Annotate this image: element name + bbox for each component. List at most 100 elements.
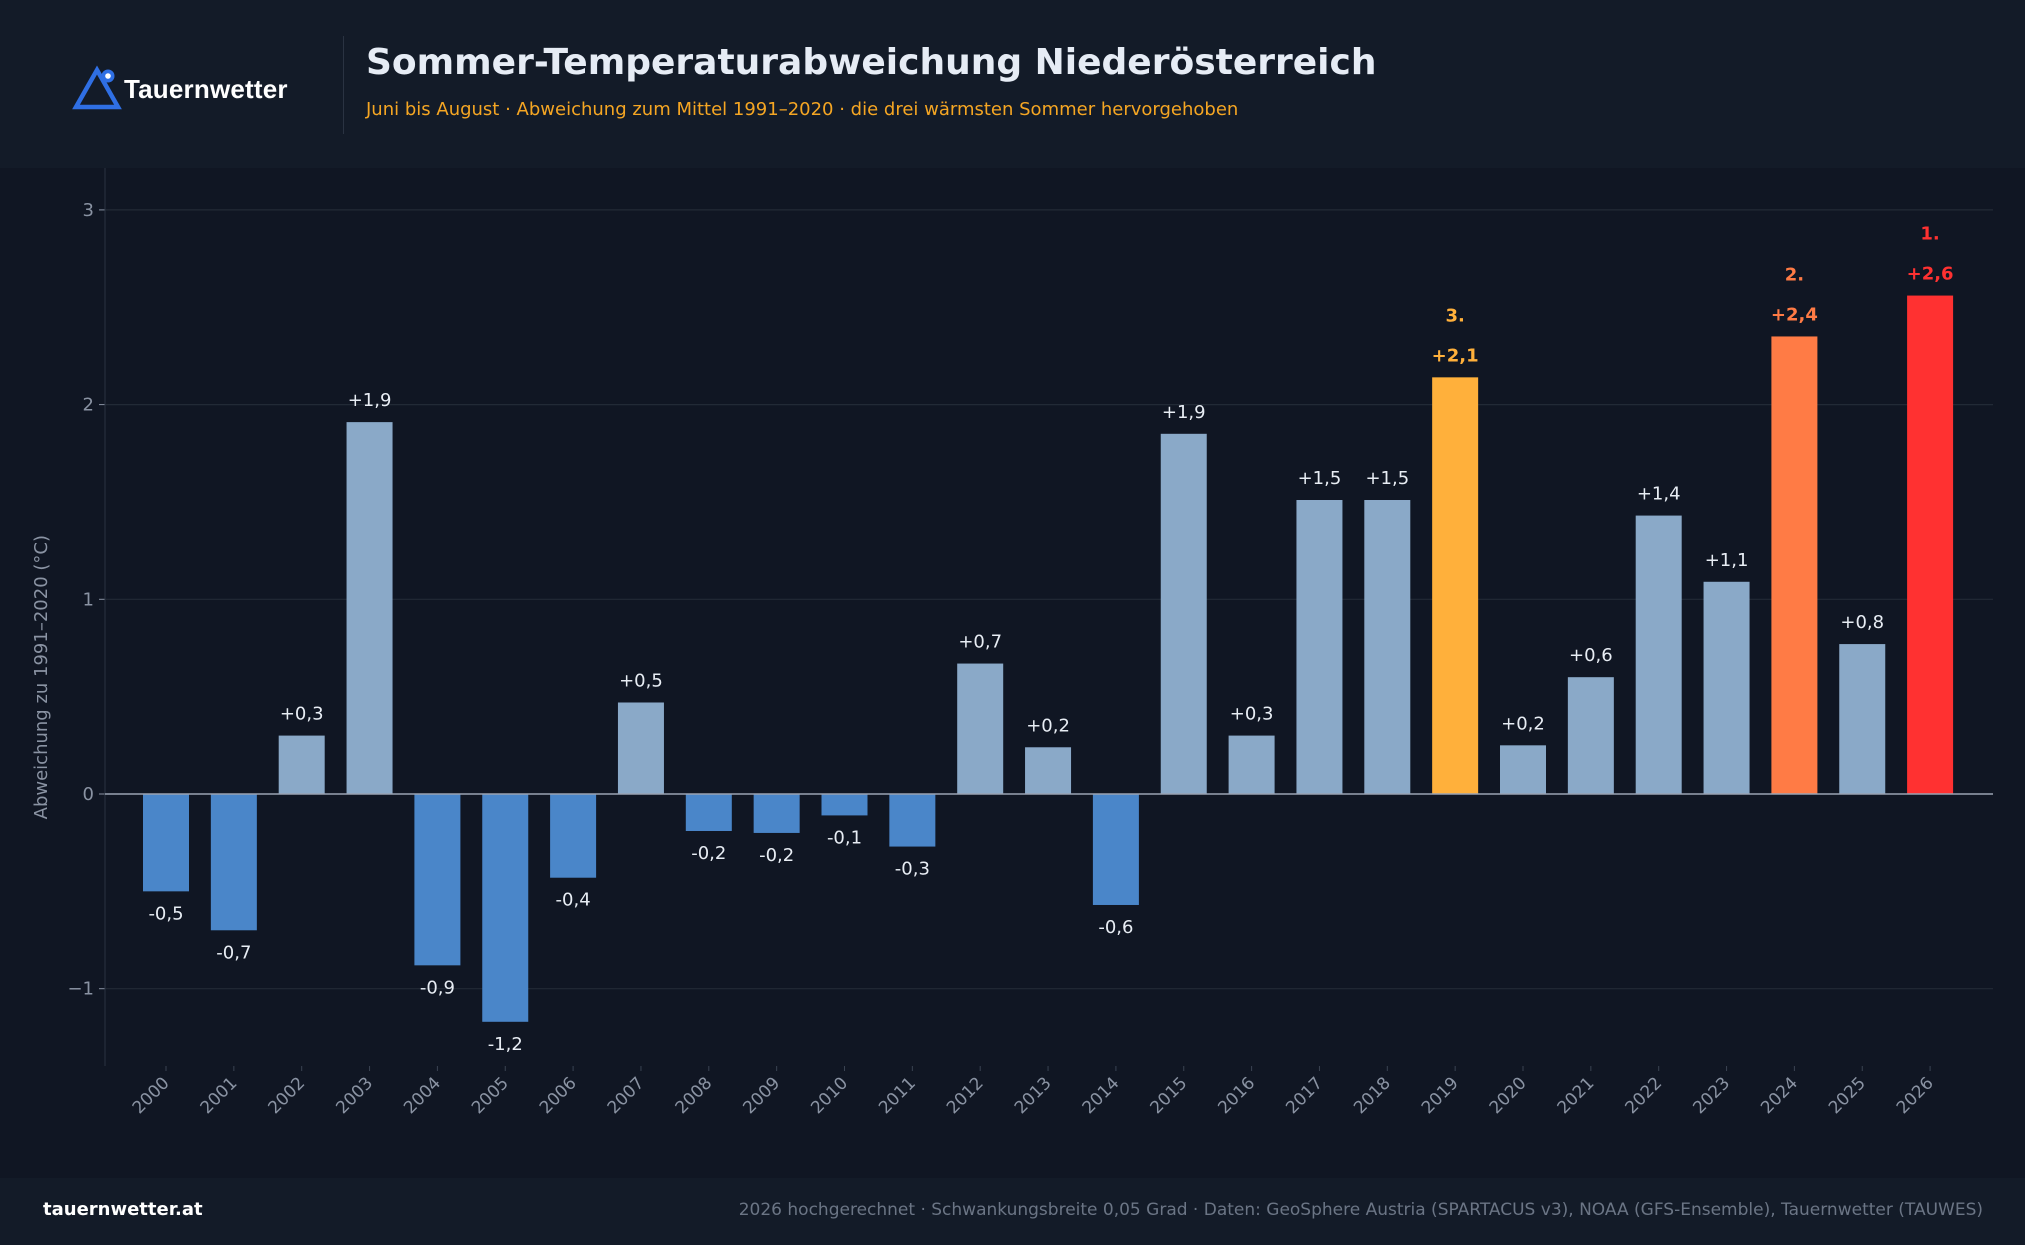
value-label-2005: -1,2 (488, 1034, 523, 1055)
header-divider (343, 36, 344, 134)
x-tick-label-2020: 2020 (1486, 1073, 1531, 1118)
y-tick-label: 3 (83, 200, 94, 221)
bar-2003 (346, 422, 393, 794)
bar-chart: −1 0 1 2 3 Abweichung zu 1991–2020 (°C) -0,5 20… (31, 168, 1993, 1118)
bar-2004 (414, 794, 461, 966)
bar-2019 (1432, 377, 1479, 794)
rank-label-2024: 2. (1785, 264, 1804, 285)
value-label-2008: -0,2 (691, 843, 726, 864)
value-label-2007: +0,5 (619, 670, 663, 691)
brand-name: Tauernwetter (124, 74, 288, 104)
x-tick-label-2007: 2007 (604, 1073, 649, 1118)
value-label-2014: -0,6 (1098, 917, 1133, 938)
x-tick-label-2017: 2017 (1282, 1073, 1327, 1118)
footer: tauernwetter.at 2026 hochgerechnet · Sch… (0, 1178, 2025, 1245)
value-label-2024: +2,4 (1771, 304, 1818, 325)
bar-2007 (617, 702, 664, 794)
value-label-2021: +0,6 (1569, 645, 1613, 666)
y-tick-label: 0 (83, 784, 94, 805)
value-label-2003: +1,9 (348, 390, 392, 411)
x-tick-label-2008: 2008 (672, 1073, 717, 1118)
bar-2015 (1160, 433, 1207, 794)
bar-2002 (278, 735, 325, 794)
x-tick-label-2021: 2021 (1554, 1073, 1599, 1118)
value-label-2000: -0,5 (148, 903, 183, 924)
x-tick-label-2005: 2005 (468, 1073, 513, 1118)
rank-label-2026: 1. (1920, 224, 1939, 245)
value-label-2018: +1,5 (1365, 468, 1409, 489)
value-label-2026: +2,6 (1907, 264, 1954, 285)
bar-2005 (482, 794, 529, 1022)
rank-label-2019: 3. (1445, 305, 1464, 326)
bar-2001 (210, 794, 257, 931)
y-tick-label: −1 (67, 979, 94, 1000)
tauernwetter-logo-icon (72, 65, 122, 110)
x-tick-label-2023: 2023 (1689, 1073, 1734, 1118)
x-tick-label-2011: 2011 (875, 1073, 920, 1118)
bar-2006 (550, 794, 597, 878)
page-subtitle: Juni bis August · Abweichung zum Mittel … (366, 99, 1239, 120)
value-label-2012: +0,7 (958, 632, 1002, 653)
x-tick-label-2004: 2004 (400, 1073, 445, 1118)
value-label-2001: -0,7 (216, 942, 251, 963)
x-tick-label-2001: 2001 (197, 1073, 242, 1118)
bar-2011 (889, 794, 936, 847)
bar-2018 (1364, 500, 1411, 794)
value-label-2022: +1,4 (1637, 484, 1681, 505)
x-tick-label-2006: 2006 (536, 1073, 581, 1118)
value-label-2025: +0,8 (1840, 612, 1884, 633)
value-label-2002: +0,3 (280, 704, 324, 725)
footer-source-note: 2026 hochgerechnet · Schwankungsbreite 0… (738, 1200, 1983, 1220)
x-tick-label-2016: 2016 (1214, 1073, 1259, 1118)
value-label-2010: -0,1 (827, 827, 862, 848)
footer-site-link[interactable]: tauernwetter.at (43, 1199, 203, 1220)
bar-2010 (821, 794, 868, 816)
bar-2009 (753, 794, 800, 833)
value-label-2004: -0,9 (420, 977, 455, 998)
x-tick-label-2019: 2019 (1418, 1073, 1463, 1118)
y-tick-label: 2 (83, 395, 94, 416)
y-tick-label: 1 (83, 589, 94, 610)
page-title: Sommer-Temperaturabweichung Niederösterr… (366, 42, 1377, 83)
x-tick-label-2013: 2013 (1011, 1073, 1056, 1118)
x-tick-label-2009: 2009 (739, 1073, 784, 1118)
value-label-2015: +1,9 (1162, 402, 1206, 423)
bar-2026 (1907, 295, 1954, 794)
bar-2017 (1296, 500, 1343, 794)
bar-2021 (1567, 677, 1614, 794)
value-label-2020: +0,2 (1501, 713, 1545, 734)
bar-2024 (1771, 336, 1818, 794)
y-axis-label: Abweichung zu 1991–2020 (°C) (31, 535, 52, 819)
bar-2025 (1839, 644, 1886, 794)
bar-2000 (143, 794, 189, 892)
x-tick-label-2003: 2003 (332, 1073, 377, 1118)
x-tick-label-2026: 2026 (1893, 1073, 1938, 1118)
x-tick-label-2022: 2022 (1621, 1073, 1666, 1118)
x-tick-label-2024: 2024 (1757, 1073, 1802, 1118)
x-tick-label-2025: 2025 (1825, 1073, 1870, 1118)
x-tick-label-2010: 2010 (807, 1073, 852, 1118)
x-tick-label-2014: 2014 (1079, 1073, 1124, 1118)
value-label-2016: +0,3 (1230, 704, 1274, 725)
header: Tauernwetter Sommer-Temperaturabweichung… (0, 0, 2025, 168)
value-label-2023: +1,1 (1705, 550, 1749, 571)
x-tick-label-2002: 2002 (265, 1073, 310, 1118)
bar-2013 (1025, 747, 1072, 794)
value-label-2009: -0,2 (759, 845, 794, 866)
bar-2020 (1500, 745, 1546, 794)
x-tick-label-2018: 2018 (1350, 1073, 1395, 1118)
value-label-2013: +0,2 (1026, 715, 1070, 736)
x-tick-label-2015: 2015 (1147, 1073, 1192, 1118)
value-label-2011: -0,3 (895, 859, 930, 880)
x-tick-label-2012: 2012 (943, 1073, 988, 1118)
value-label-2006: -0,4 (556, 890, 591, 911)
x-tick-label-2000: 2000 (129, 1073, 174, 1118)
value-label-2019: +2,1 (1432, 345, 1479, 366)
bar-2014 (1092, 794, 1139, 905)
bar-2016 (1228, 735, 1275, 794)
bar-2023 (1703, 581, 1750, 794)
value-label-2017: +1,5 (1298, 468, 1342, 489)
bar-2022 (1635, 515, 1682, 794)
bar-2008 (685, 794, 732, 831)
bar-2012 (957, 663, 1004, 794)
